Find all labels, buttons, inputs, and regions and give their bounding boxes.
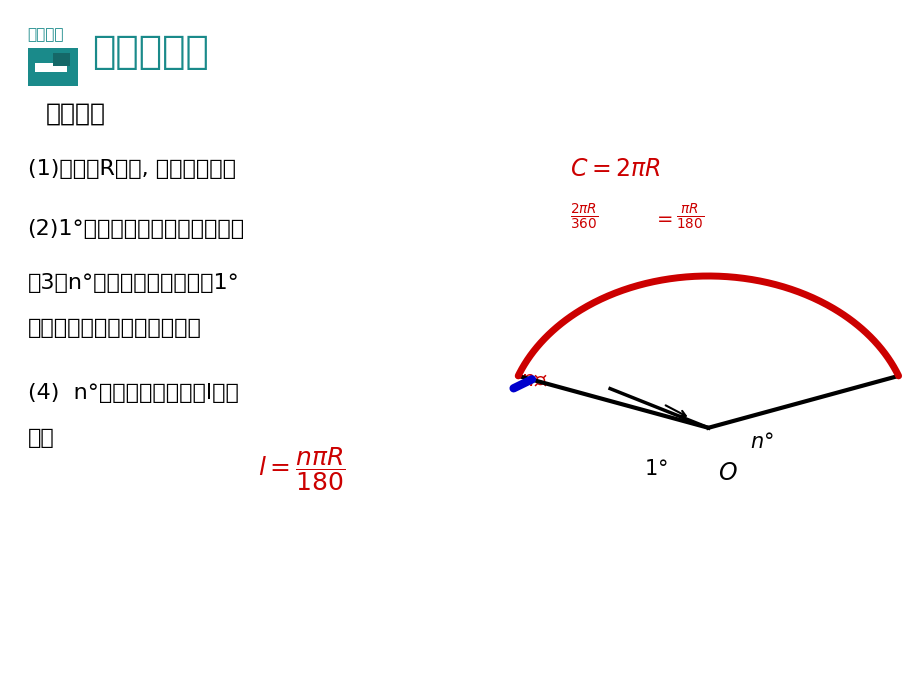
Text: $\frac{2\pi R}{360}$: $\frac{2\pi R}{360}$	[570, 202, 598, 233]
Bar	[28, 48, 78, 86]
Text: $l=\dfrac{n\pi R}{180}$: $l=\dfrac{n\pi R}{180}$	[257, 445, 346, 493]
Text: $n$倍: $n$倍	[519, 371, 547, 391]
Text: 圆心角所对的弧长的多少倍？: 圆心角所对的弧长的多少倍？	[28, 318, 201, 337]
Text: (4)  n°的圆心角所对弧长l是多: (4) n°的圆心角所对弧长l是多	[28, 384, 238, 403]
Text: (1)半径为R的圆, 周长是多少？: (1)半径为R的圆, 周长是多少？	[28, 159, 235, 179]
Text: 少？: 少？	[28, 428, 54, 448]
Text: $n°$: $n°$	[749, 432, 773, 451]
Text: $C=2\pi R$: $C=2\pi R$	[570, 157, 661, 181]
Text: $\frac{\pi R}{180}$: $\frac{\pi R}{180}$	[675, 202, 703, 233]
Text: 讲授新课: 讲授新课	[28, 28, 64, 43]
Bar	[35, 63, 67, 72]
Text: $=$: $=$	[652, 208, 673, 227]
Bar	[53, 53, 70, 66]
Text: （3）n°圆心角所对的弧长是1°: （3）n°圆心角所对的弧长是1°	[28, 273, 239, 293]
Text: 弧长的计算: 弧长的计算	[92, 32, 209, 71]
Text: 合作探究: 合作探究	[46, 102, 106, 126]
Text: $O$: $O$	[717, 461, 736, 484]
Text: (2)1°的圆心角所对弧长是多少？: (2)1°的圆心角所对弧长是多少？	[28, 219, 244, 239]
Text: $1°$: $1°$	[643, 460, 667, 479]
